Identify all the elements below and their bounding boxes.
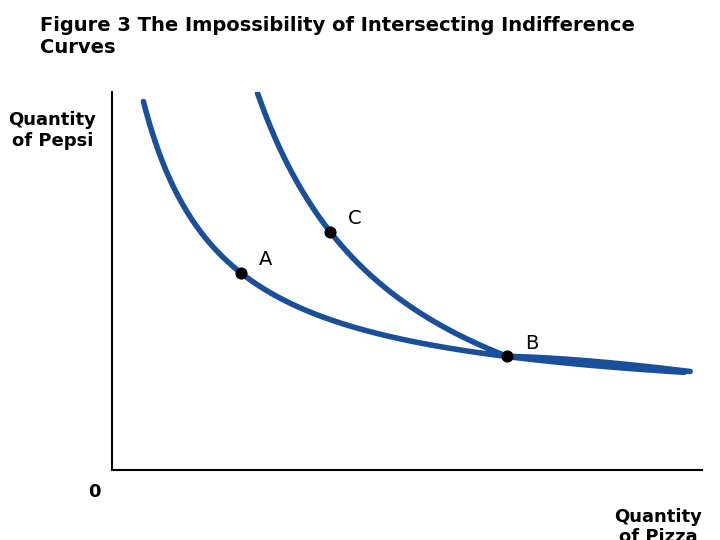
Text: A: A [259,251,273,269]
Text: C: C [348,209,361,228]
Point [501,352,513,361]
Text: B: B [525,334,539,353]
Point [235,269,247,278]
Text: 0: 0 [88,483,100,502]
Text: Quantity
of Pepsi: Quantity of Pepsi [9,111,96,150]
Point [324,227,336,236]
Text: Figure 3 The Impossibility of Intersecting Indifference
Curves: Figure 3 The Impossibility of Intersecti… [40,16,634,57]
Text: Quantity
of Pizza: Quantity of Pizza [614,508,702,540]
